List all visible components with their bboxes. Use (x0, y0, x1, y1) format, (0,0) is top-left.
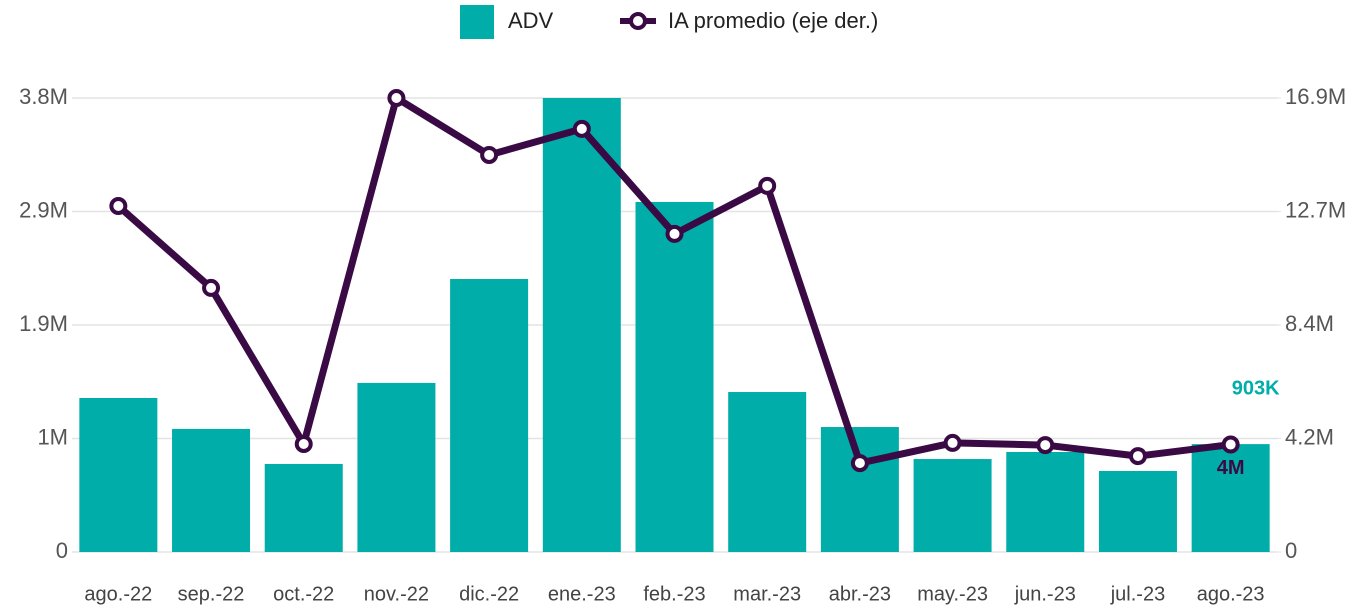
legend-label: ADV (508, 8, 554, 33)
x-tick-label: oct.-22 (273, 583, 334, 605)
y-tick-label: 3.8M (19, 84, 68, 109)
x-tick-label: may.-23 (917, 583, 988, 605)
line-point (1128, 447, 1147, 466)
bar (172, 428, 251, 552)
x-tick-label: abr.-23 (829, 583, 891, 605)
legend-swatch (460, 5, 494, 39)
x-tick-label: nov.-22 (364, 583, 429, 605)
x-tick-label: ago.-23 (1197, 583, 1265, 605)
y-tick-label: 2.9M (19, 197, 68, 222)
line-point (943, 433, 962, 452)
x-tick-label: ene.-23 (548, 583, 616, 605)
bar (728, 392, 807, 552)
y2-tick-label: 12.7M (1285, 197, 1346, 222)
bar (357, 382, 436, 552)
bar (542, 98, 621, 552)
y-tick-label: 1.9M (19, 311, 68, 336)
y2-tick-label: 0 (1285, 538, 1297, 563)
bar (1006, 452, 1085, 552)
line-point (109, 196, 128, 215)
y2-tick-label: 8.4M (1285, 311, 1334, 336)
x-tick-label: dic.-22 (459, 583, 519, 605)
line-point (1221, 435, 1240, 454)
bar (1191, 444, 1270, 552)
bar (820, 427, 899, 552)
x-tick-label: sep.-22 (178, 583, 245, 605)
line-point (480, 145, 499, 164)
bar (264, 463, 343, 552)
bar (913, 459, 992, 552)
legend-label: IA promedio (eje der.) (668, 8, 878, 33)
legend-swatch (629, 12, 647, 30)
line-point (1036, 436, 1055, 455)
y2-tick-label: 16.9M (1285, 84, 1346, 109)
bar (1098, 470, 1177, 552)
x-tick-label: feb.-23 (643, 583, 705, 605)
line-point (202, 278, 221, 297)
value-label: 4M (1217, 457, 1245, 479)
y-tick-label: 1M (37, 424, 68, 449)
line-point (387, 89, 406, 107)
y-tick-label: 0 (56, 538, 68, 563)
line-point (850, 454, 869, 473)
line-point (294, 435, 313, 454)
x-tick-label: mar.-23 (733, 583, 801, 605)
x-tick-label: jul.-23 (1110, 583, 1165, 605)
line-point (665, 224, 684, 243)
line-point (758, 176, 777, 195)
bar (450, 279, 529, 552)
y2-tick-label: 4.2M (1285, 424, 1334, 449)
x-tick-label: jun.-23 (1014, 583, 1076, 605)
line-point (572, 119, 591, 138)
bar (79, 397, 158, 552)
value-label: 903K (1232, 377, 1280, 399)
x-tick-label: ago.-22 (84, 583, 152, 605)
bar (635, 201, 714, 552)
